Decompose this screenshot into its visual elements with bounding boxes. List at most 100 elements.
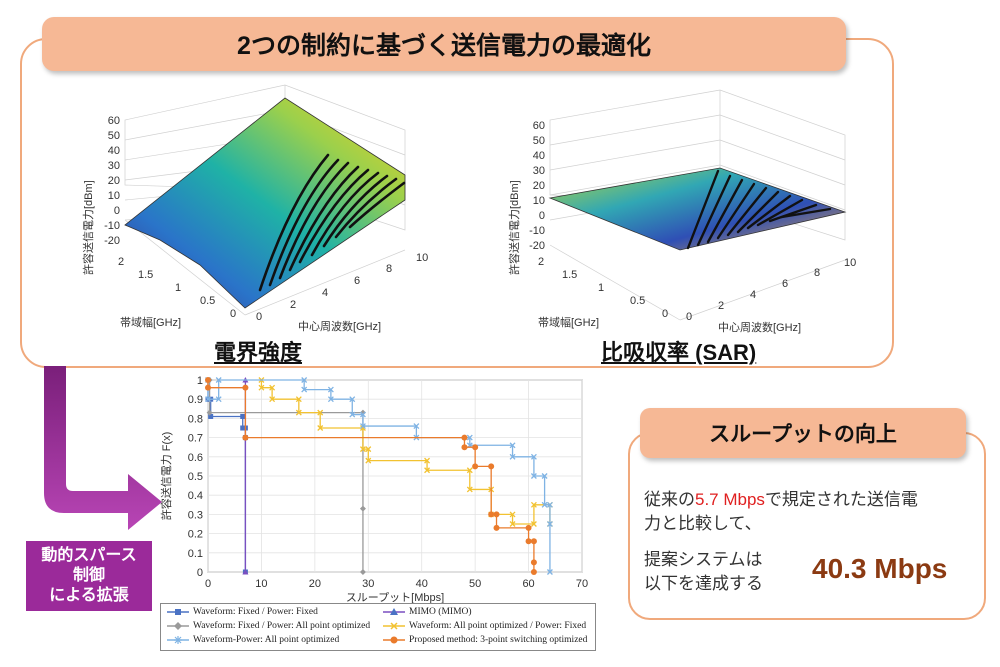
series-point-5 bbox=[530, 569, 537, 575]
z-tick: 0 bbox=[114, 205, 120, 217]
y-tick: 1 bbox=[175, 282, 181, 294]
legend-label: MIMO (MIMO) bbox=[409, 607, 472, 617]
series-point-3 bbox=[509, 511, 516, 518]
series-point-5 bbox=[525, 524, 532, 531]
y-tick-label: 0.4 bbox=[188, 490, 203, 502]
throughput-line-3: 提案システムは bbox=[644, 550, 763, 569]
series-point-5 bbox=[530, 559, 537, 566]
y-tick-label: 0.5 bbox=[188, 471, 203, 483]
series-point-4 bbox=[327, 386, 334, 393]
cdf-x-axis-label: スループット[Mbps] bbox=[346, 591, 444, 604]
field-strength-surface-plot: 60 50 40 30 20 10 0 -10 -20 2 1.5 1 0.5 … bbox=[81, 84, 428, 333]
y-tick-label: 0.7 bbox=[188, 433, 203, 445]
x-tick-label: 50 bbox=[469, 578, 481, 590]
y-tick: 0 bbox=[662, 308, 668, 320]
x-tick: 4 bbox=[750, 289, 756, 301]
z-tick: -20 bbox=[529, 240, 545, 252]
series-line-3 bbox=[260, 380, 551, 525]
x-tick: 6 bbox=[354, 275, 360, 287]
series-point-4 bbox=[546, 569, 553, 575]
series-point-5 bbox=[488, 511, 495, 518]
series-point-5 bbox=[472, 444, 479, 451]
series-point-5 bbox=[525, 538, 532, 545]
x-tick: 8 bbox=[814, 267, 820, 279]
y-axis-label: 帯域幅[GHz] bbox=[120, 316, 181, 329]
series-point-4 bbox=[509, 453, 516, 460]
y-tick-label: 0.8 bbox=[188, 413, 203, 425]
y-tick: 0.5 bbox=[630, 295, 645, 307]
field-strength-caption: 電界強度 bbox=[214, 340, 303, 365]
series-point-4 bbox=[546, 521, 553, 527]
y-tick: 1.5 bbox=[562, 269, 577, 281]
series-point-4 bbox=[301, 377, 308, 383]
throughput-title: スループットの向上 bbox=[640, 408, 966, 458]
badge-line: 制御 bbox=[72, 567, 105, 584]
x-tick: 10 bbox=[844, 257, 856, 269]
y-tick: 2 bbox=[118, 256, 124, 268]
throughput-line-2: 力と比較して、 bbox=[644, 514, 762, 533]
legend-item: Waveform: Fixed / Power: Fixed bbox=[167, 607, 318, 617]
dynamic-sparse-control-badge: 動的スパース 制御 による拡張 bbox=[26, 541, 152, 611]
page-title: 2つの制約に基づく送信電力の最適化 bbox=[42, 17, 846, 71]
z-tick: 20 bbox=[108, 175, 120, 187]
y-tick-label: 0.6 bbox=[188, 452, 203, 464]
series-point-3 bbox=[509, 521, 516, 527]
series-point-3 bbox=[295, 396, 302, 403]
x-tick: 0 bbox=[256, 311, 262, 323]
y-tick: 1.5 bbox=[138, 269, 153, 281]
x-axis-label: 中心周波数[GHz] bbox=[298, 320, 381, 333]
baseline-throughput: 5.7 Mbps bbox=[695, 490, 765, 509]
z-tick: 50 bbox=[108, 130, 120, 142]
z-tick: -10 bbox=[529, 225, 545, 237]
series-point-2 bbox=[206, 409, 213, 416]
z-tick: 30 bbox=[533, 165, 545, 177]
x-tick-label: 20 bbox=[309, 578, 321, 590]
achieved-throughput: 40.3 Mbps bbox=[812, 553, 948, 584]
throughput-panel bbox=[628, 432, 986, 620]
series-point-3 bbox=[317, 409, 324, 416]
y-tick: 2 bbox=[538, 256, 544, 268]
series-point-3 bbox=[466, 467, 473, 474]
legend-item: Waveform: Fixed / Power: All point optim… bbox=[167, 621, 370, 631]
series-point-3 bbox=[295, 409, 302, 416]
y-tick: 1 bbox=[598, 282, 604, 294]
series-point-4 bbox=[466, 434, 473, 441]
series-point-3 bbox=[530, 521, 537, 527]
text-segment: 従来の bbox=[644, 490, 695, 509]
series-point-0 bbox=[240, 413, 246, 419]
series-point-3 bbox=[317, 425, 324, 431]
series-point-4 bbox=[413, 423, 420, 430]
series-point-4 bbox=[359, 411, 366, 418]
series-point-2 bbox=[359, 569, 366, 575]
z-axis-label: 許容送信電力[dBm] bbox=[507, 180, 521, 275]
x-tick: 2 bbox=[718, 300, 724, 312]
series-point-5 bbox=[242, 434, 249, 441]
x-tick: 8 bbox=[386, 263, 392, 275]
y-tick-label: 0.2 bbox=[188, 529, 203, 541]
series-point-3 bbox=[269, 384, 276, 391]
x-tick-label: 30 bbox=[362, 578, 374, 590]
series-point-0 bbox=[208, 413, 214, 419]
z-tick: 40 bbox=[533, 150, 545, 162]
z-tick: 30 bbox=[108, 160, 120, 172]
y-tick: 0.5 bbox=[200, 295, 215, 307]
y-tick: 0 bbox=[230, 308, 236, 320]
series-point-3 bbox=[258, 384, 265, 391]
y-tick-label: 0.1 bbox=[188, 548, 203, 560]
series-point-4 bbox=[215, 377, 222, 383]
series-point-1 bbox=[242, 569, 249, 575]
series-point-4 bbox=[546, 501, 553, 508]
z-tick: 10 bbox=[533, 195, 545, 207]
expansion-arrow bbox=[44, 366, 162, 530]
series-point-4 bbox=[530, 473, 537, 479]
z-axis-label: 許容送信電力[dBm] bbox=[81, 180, 95, 275]
series-point-3 bbox=[424, 457, 431, 464]
z-tick: 0 bbox=[539, 210, 545, 222]
z-tick: 40 bbox=[108, 145, 120, 157]
series-point-5 bbox=[205, 384, 211, 391]
legend-item: Waveform-Power: All point optimized bbox=[167, 635, 339, 645]
series-point-4 bbox=[541, 473, 548, 479]
series-point-4 bbox=[205, 396, 211, 403]
z-tick: 50 bbox=[533, 135, 545, 147]
series-point-3 bbox=[365, 446, 372, 453]
